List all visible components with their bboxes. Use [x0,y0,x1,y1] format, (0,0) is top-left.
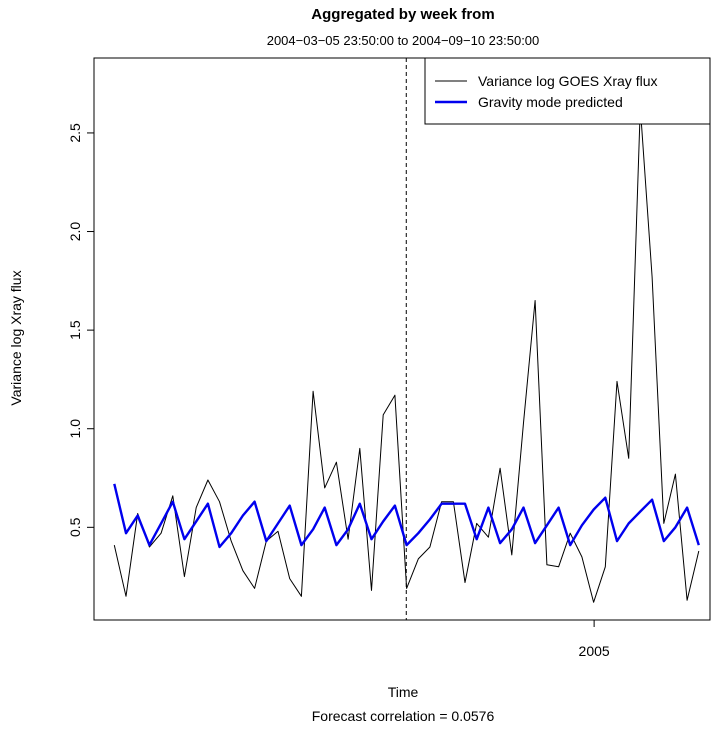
y-axis-label: Variance log Xray flux [8,270,24,405]
footnote: Forecast correlation = 0.0576 [312,708,495,724]
chart-subtitle: 2004−03−05 23:50:00 to 2004−09−10 23:50:… [267,33,540,48]
y-tick-label: 0.5 [67,517,83,537]
x-tick-label: 2005 [579,643,610,659]
y-tick-label: 2.0 [67,222,83,242]
plot-frame [93,57,711,621]
legend-entry: Variance log GOES Xray flux [478,73,657,89]
series-line-observed [113,106,700,603]
legend-box [424,57,711,125]
legend-entry: Gravity mode predicted [478,94,623,110]
chart-title: Aggregated by week from [311,6,494,23]
legend: Variance log GOES Xray flux Gravity mode … [424,57,711,125]
series-line-predicted [113,483,700,549]
y-tick-label: 1.0 [67,419,83,439]
x-axis-label: Time [388,684,419,700]
y-tick-label: 2.5 [67,123,83,143]
y-tick-label: 1.5 [67,320,83,340]
